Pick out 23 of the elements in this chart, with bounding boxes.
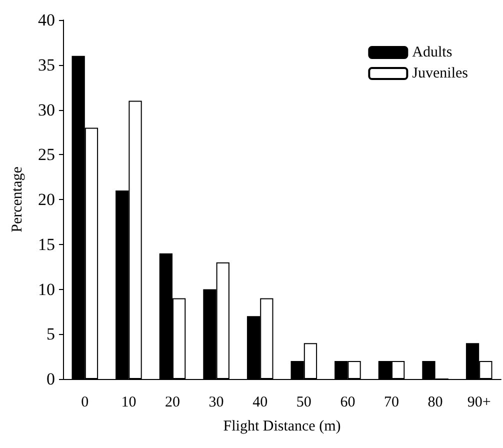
- x-tick-label: 70: [384, 394, 399, 410]
- legend-label: Juveniles: [412, 66, 468, 82]
- y-tick-label: 35: [38, 55, 55, 74]
- y-tick-label: 15: [38, 234, 55, 254]
- x-axis-title: Flight Distance (m): [223, 418, 341, 434]
- y-axis-title: Percentage: [10, 166, 26, 232]
- y-tick-label: 25: [38, 145, 55, 164]
- x-tick-label: 40: [252, 394, 268, 410]
- x-tick-label: 50: [296, 394, 312, 410]
- x-tick-label: 10: [121, 394, 136, 410]
- y-tick-label: 10: [38, 280, 55, 299]
- legend-label: Adults: [412, 44, 452, 60]
- x-tick-label: 0: [81, 394, 89, 410]
- x-tick-label: 30: [208, 394, 224, 410]
- x-tick-label: 90+: [467, 394, 491, 410]
- x-tick-label: 60: [340, 394, 356, 410]
- y-tick-label: 0: [46, 370, 55, 388]
- y-tick-label: 30: [38, 100, 55, 120]
- y-tick-label: 20: [38, 190, 55, 209]
- x-tick-label: 80: [428, 394, 443, 410]
- y-tick-label: 5: [46, 324, 55, 344]
- y-tick-label: 40: [38, 10, 55, 30]
- x-tick-label: 20: [165, 394, 180, 410]
